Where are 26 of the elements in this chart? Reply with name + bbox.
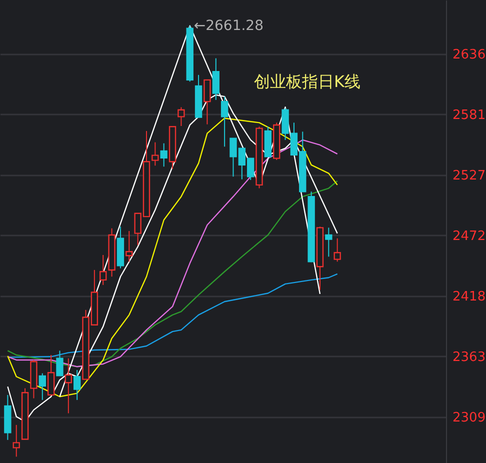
candlestick xyxy=(325,227,332,258)
candlestick xyxy=(38,372,46,400)
line-series xyxy=(7,273,338,358)
y-tick-label: 2363 xyxy=(452,350,486,365)
candlestick xyxy=(64,358,72,414)
candlestick xyxy=(12,424,20,458)
candlestick xyxy=(160,142,168,168)
candlestick xyxy=(220,96,228,148)
candlestick xyxy=(334,238,341,262)
y-tick-label: 2636 xyxy=(452,47,486,62)
candlestick xyxy=(178,106,185,126)
candlestick xyxy=(212,58,220,100)
annotation: ←2661.28 xyxy=(194,18,264,34)
candlestick xyxy=(56,350,64,376)
y-tick-label: 2581 xyxy=(452,108,486,123)
y-tick-label: 2309 xyxy=(452,410,486,426)
candlestick xyxy=(100,254,107,286)
y-tick-label: 2472 xyxy=(452,228,486,244)
candlestick xyxy=(47,354,55,396)
candlestick xyxy=(204,79,211,125)
text: 创业板指日K线 xyxy=(254,72,360,91)
y-tick-label: 2527 xyxy=(452,168,486,184)
candlestick xyxy=(73,369,81,400)
candlestick xyxy=(152,142,159,166)
y-tick-label: 2418 xyxy=(452,289,486,304)
candlestick xyxy=(126,230,133,262)
